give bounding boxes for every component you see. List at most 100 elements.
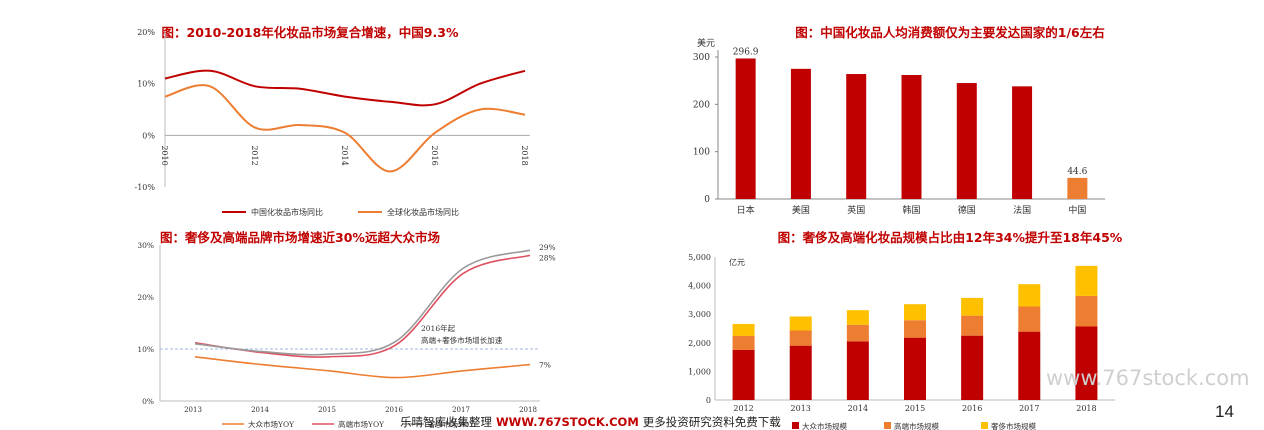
chart-1-y-tick-label: -10% [135, 183, 156, 192]
chart-3-legend-label: 奢侈市场YOY [428, 419, 475, 429]
chart-3-x-tick-label: 2016 [385, 406, 403, 414]
chart-panel-2: 图：中国化妆品人均消费额仅为主要发达国家的1/6左右 美元 300 200 100 0 日… [640, 0, 1264, 225]
chart-4-legend-swatch [884, 422, 891, 429]
chart-2-y-label: 美元 [697, 37, 715, 49]
chart-4-svg: 亿元 5,000 4,000 3,000 2,000 1,000 0 2012 2013 2014… [688, 253, 1115, 430]
chart-2-x-tick-label: 美国 [792, 204, 810, 216]
chart-2-bar [956, 83, 977, 199]
chart-2-y-tick-label: 100 [693, 148, 710, 158]
chart-1-x-tick-label: 2012 [250, 145, 259, 165]
chart-1-y-tick-label: 0% [142, 131, 155, 140]
chart-1-series-line-1 [164, 69, 526, 107]
chart-2-x-tick-label: 日本 [737, 204, 755, 216]
chart-1-x-tick-label: 2016 [430, 145, 439, 165]
chart-2-x-tick-label: 英国 [847, 204, 865, 216]
page-number: 14 [1215, 402, 1234, 421]
chart-2-bar [735, 58, 756, 200]
chart-4-bar-segment-1 [732, 349, 755, 400]
chart-4-legend-label: 奢侈市场规模 [991, 421, 1036, 430]
chart-4-bar-segment-3 [1075, 265, 1098, 296]
chart-4-bar-segment-1 [961, 335, 984, 400]
chart-4-x-tick-label: 2016 [962, 404, 982, 413]
chart-2-x-tick-label: 德国 [958, 204, 976, 216]
chart-2-svg: 美元 300 200 100 0 日本 296.9 美国 英国 韩国 德国 法国 中国 44.6 [693, 37, 1105, 216]
chart-2-bar [901, 74, 922, 199]
chart-1-series-line-2 [164, 84, 526, 173]
chart-4-bar-segment-2 [732, 335, 755, 350]
chart-3-x-tick-label: 2014 [251, 406, 269, 414]
chart-3-y-tick-label: 20% [137, 293, 154, 302]
chart-1-x-tick-label: 2014 [340, 145, 349, 165]
chart-2-bar [1012, 86, 1033, 199]
chart-3-y-tick-label: 30% [137, 241, 154, 250]
chart-4-bar-segment-1 [789, 345, 812, 400]
chart-4-bar-segment-2 [1075, 295, 1098, 327]
chart-2-bar [1067, 177, 1088, 199]
chart-1-svg: 20% 10% 0% -10% 2010 2012 2014 2016 2018 中国化妆品市场同… [135, 28, 530, 217]
chart-4-title: 图：奢侈及高端化妆品规模占比由12年34%提升至18年45% [777, 230, 1123, 245]
chart-4-bar-segment-2 [904, 320, 926, 338]
chart-3-series-line-1 [194, 356, 531, 379]
chart-4-x-tick-label: 2017 [1019, 404, 1039, 413]
chart-3-series-line-3 [194, 249, 531, 356]
chart-1-legend-label: 中国化妆品市场同比 [251, 207, 323, 217]
footer-left-text: 乐晴智库收集整理 [400, 415, 492, 429]
chart-4-x-tick-label: 2013 [791, 404, 811, 413]
chart-4-y-tick-label: 5,000 [688, 253, 711, 262]
chart-3-x-tick-label: 2018 [519, 406, 537, 414]
chart-1-x-tick-label: 2018 [520, 145, 529, 165]
chart-2-x-tick-label: 法国 [1013, 204, 1031, 216]
chart-4-bar-segment-2 [789, 330, 812, 346]
footer-url-link[interactable]: WWW.767STOCK.COM [496, 415, 639, 429]
watermark: www.767stock.com [1046, 366, 1250, 390]
chart-4-x-tick-label: 2014 [848, 404, 868, 413]
chart-4-bar-segment-2 [846, 324, 869, 342]
chart-4-bar-segment-3 [846, 310, 869, 325]
chart-3-x-tick-label: 2013 [184, 406, 202, 414]
chart-4-y-tick-label: 2,000 [688, 339, 711, 348]
chart-4-bar-segment-1 [846, 341, 869, 400]
chart-3-end-label: 7% [539, 361, 551, 370]
chart-4-y-tick-label: 4,000 [688, 282, 711, 291]
chart-3-x-tick-label: 2015 [318, 406, 336, 414]
chart-2-title: 图：中国化妆品人均消费额仅为主要发达国家的1/6左右 [795, 25, 1105, 40]
chart-3-x-tick-label: 2017 [452, 406, 470, 414]
chart-1-legend-label: 全球化妆品市场同比 [387, 207, 459, 217]
chart-4-x-tick-label: 2012 [733, 404, 753, 413]
chart-4-bar-segment-3 [1018, 284, 1041, 307]
chart-2-x-tick-label: 中国 [1068, 204, 1086, 216]
chart-4-bar-segment-3 [789, 316, 812, 331]
chart-4-bar-segment-2 [1018, 306, 1041, 332]
chart-4-y-tick-label: 1,000 [688, 367, 711, 376]
chart-1-y-tick-label: 20% [137, 28, 155, 37]
chart-4-bar-segment-2 [961, 315, 984, 336]
chart-2-y-tick-label: 200 [693, 100, 710, 110]
chart-3-legend-label: 高端市场YOY [338, 419, 385, 429]
chart-panel-1: 图：2010-2018年化妆品市场复合增速，中国9.3% 20% 10% 0% -10… [0, 0, 620, 225]
chart-2-data-label: 296.9 [733, 47, 759, 57]
chart-4-bar-segment-3 [732, 323, 755, 336]
chart-4-y-tick-label: 0 [706, 396, 711, 405]
chart-3-y-tick-label: 10% [137, 345, 154, 354]
chart-4-legend-swatch [981, 422, 988, 429]
chart-3-title: 图：奢侈及高端品牌市场增速近30%远超大众市场 [160, 230, 440, 245]
chart-4-y-tick-label: 3,000 [688, 310, 711, 319]
chart-2-bar [790, 68, 811, 199]
chart-2-data-label: 44.6 [1067, 167, 1087, 177]
footer-right-text: 更多投资研究资料免费下载 [642, 415, 781, 429]
chart-3-series-line-2 [194, 254, 531, 358]
footer: 乐晴智库收集整理 WWW.767STOCK.COM 更多投资研究资料免费下载 [400, 414, 781, 430]
chart-4-y-label: 亿元 [729, 257, 745, 267]
chart-4-legend-swatch [792, 422, 799, 429]
chart-1-x-tick-label: 2010 [160, 145, 169, 165]
chart-3-y-tick-label: 0% [142, 397, 154, 406]
chart-1-title: 图：2010-2018年化妆品市场复合增速，中国9.3% [161, 25, 459, 40]
chart-3-annotation-line-2: 高端+奢侈市场增长加速 [421, 335, 503, 345]
chart-4-x-tick-label: 2018 [1076, 404, 1096, 413]
chart-3-svg: 30% 20% 10% 0% 2013 2014 2015 2016 2017 2018 7% 28%… [137, 241, 555, 429]
chart-1-y-tick-label: 10% [137, 80, 155, 89]
chart-2-y-tick-label: 300 [693, 53, 710, 63]
chart-2-bar [846, 74, 867, 199]
chart-4-x-tick-label: 2015 [905, 404, 925, 413]
chart-3-legend-label: 大众市场YOY [248, 419, 295, 429]
